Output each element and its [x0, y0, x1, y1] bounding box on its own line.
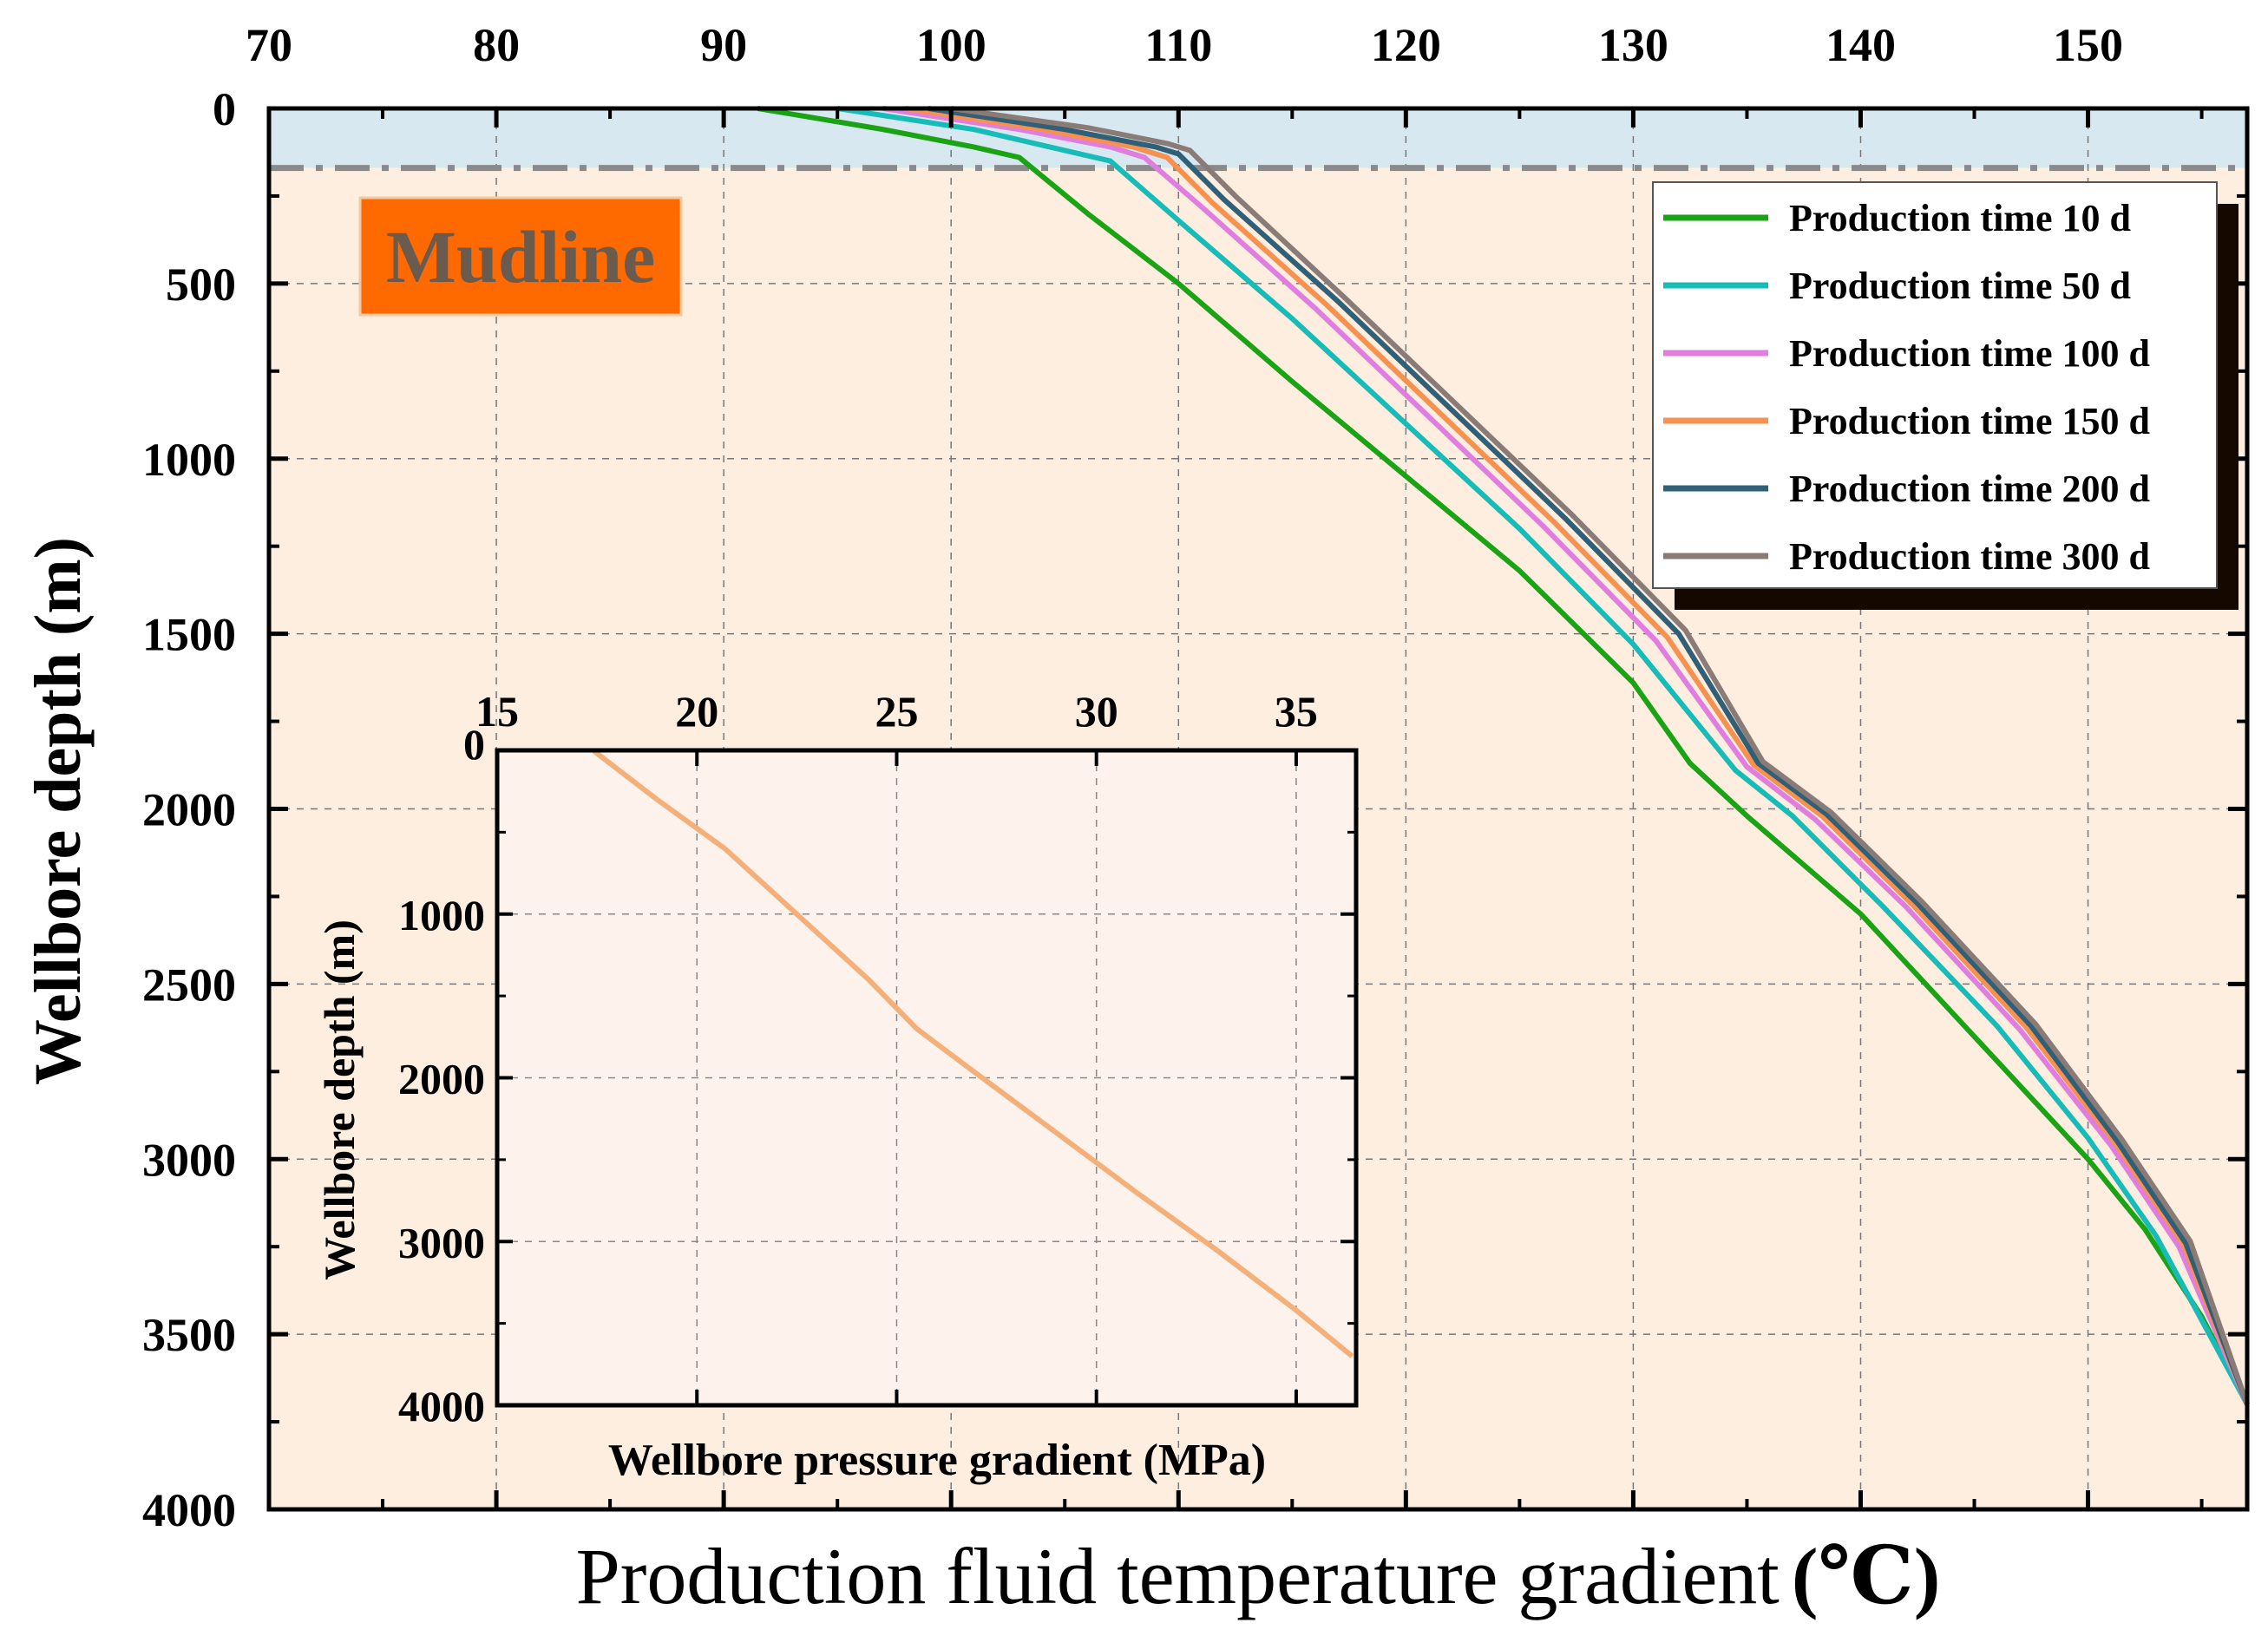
x-tick-label: 90 — [700, 19, 747, 71]
legend: Production time 10 d Production time 50 d… — [1652, 181, 2239, 610]
y-tick-label: 1500 — [142, 609, 236, 661]
y-axis-title: Wellbore depth (m) — [22, 537, 95, 1085]
inset-y-tick-label: 0 — [463, 720, 485, 769]
legend-item-label: Production time 100 d — [1789, 332, 2150, 375]
inset-y-axis-title: Wellbore depth (m) — [315, 919, 364, 1280]
legend-box — [1652, 181, 2218, 589]
x-tick-label: 150 — [2053, 19, 2123, 71]
y-tick-label: 1000 — [142, 434, 236, 486]
inset-series-group — [591, 748, 1354, 1358]
y-tick-label: 0 — [213, 83, 236, 135]
series-line-2 — [882, 106, 2250, 1406]
series-line-1 — [836, 106, 2250, 1406]
mudline-label-box — [358, 196, 683, 317]
inset-x-tick-label: 20 — [675, 687, 718, 736]
legend-item-label: Production time 150 d — [1789, 400, 2150, 442]
inset-y-tick-label: 2000 — [398, 1055, 485, 1103]
series-line-4 — [928, 106, 2250, 1405]
inset-y-tick-label: 4000 — [398, 1382, 485, 1430]
legend-item-label: Production time 50 d — [1789, 265, 2131, 307]
y-tick-label: 3500 — [142, 1309, 236, 1361]
legend-item-label: Production time 200 d — [1789, 468, 2150, 510]
y-tick-label: 2000 — [142, 784, 236, 836]
y-tick-label: 500 — [166, 258, 236, 311]
x-tick-label: 70 — [246, 19, 292, 71]
main-series-group — [757, 106, 2250, 1406]
seawater-zone — [269, 108, 2247, 168]
y-tick-label: 3000 — [142, 1134, 236, 1186]
inset-x-ticks: 15 20 25 30 35 — [475, 687, 1318, 1405]
inset-grid — [497, 750, 1356, 1405]
x-tick-label: 80 — [473, 19, 520, 71]
legend-item-label: Production time 10 d — [1789, 197, 2131, 239]
inset-x-tick-label: 15 — [475, 687, 519, 736]
x-tick-label: 120 — [1371, 19, 1441, 71]
main-y-ticks: 0 500 1000 1500 2000 2500 3000 3500 4000 — [142, 83, 2247, 1536]
x-axis-title-unit: (℃) — [1792, 1532, 1941, 1620]
inset-series-line — [591, 748, 1354, 1358]
legend-item-label: Production time 300 d — [1789, 535, 2150, 578]
y-tick-label: 4000 — [142, 1484, 236, 1536]
inset-y-tick-label: 3000 — [398, 1218, 485, 1266]
x-axis-title: Production fluid temperature gradient (℃) — [576, 1532, 1941, 1620]
x-axis-title-text: Production fluid temperature gradient — [576, 1532, 1780, 1620]
inset-y-tick-label: 1000 — [398, 891, 485, 939]
main-x-ticks: 70 80 90 100 110 120 130 140 150 — [246, 19, 2204, 1509]
inset-x-axis-title: Wellbore pressure gradient (MPa) — [608, 1436, 1266, 1485]
series-line-3 — [905, 106, 2250, 1406]
x-tick-label: 100 — [916, 19, 987, 71]
x-tick-label: 140 — [1826, 19, 1896, 71]
y-tick-label: 2500 — [142, 959, 236, 1011]
inset-x-tick-label: 25 — [875, 687, 918, 736]
mudline-label: Mudline — [386, 215, 656, 298]
series-line-5 — [950, 106, 2250, 1405]
inset-x-tick-label: 30 — [1075, 687, 1118, 736]
inset-x-tick-label: 35 — [1275, 687, 1318, 736]
x-tick-label: 130 — [1598, 19, 1668, 71]
x-tick-label: 110 — [1144, 19, 1212, 71]
inset-y-ticks: 0 1000 2000 3000 4000 — [398, 720, 1356, 1430]
series-line-0 — [757, 106, 2250, 1406]
